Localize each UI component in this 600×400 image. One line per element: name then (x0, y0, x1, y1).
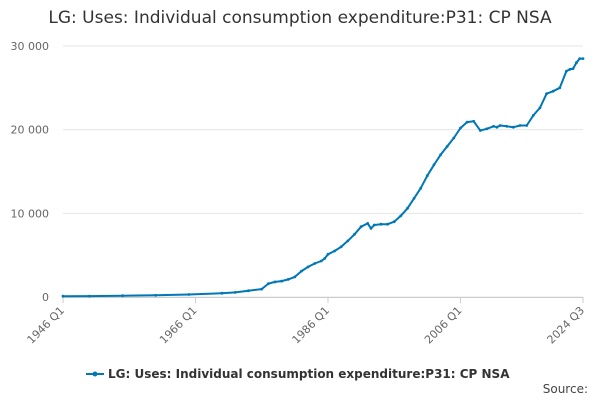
data-point[interactable] (386, 222, 389, 226)
y-axis: 0 10 000 20 000 30 000 (11, 40, 50, 304)
legend-marker-swatch (92, 371, 98, 377)
data-point[interactable] (505, 124, 509, 128)
data-point[interactable] (293, 275, 297, 279)
data-point[interactable] (445, 145, 449, 148)
data-point[interactable] (538, 106, 542, 110)
data-point[interactable] (439, 153, 442, 157)
x-tick-label: 2006 Q1 (422, 304, 465, 347)
data-point[interactable] (518, 124, 522, 127)
data-point[interactable] (323, 257, 327, 260)
data-point[interactable] (531, 114, 535, 117)
data-point[interactable] (568, 68, 572, 71)
legend-label: LG: Uses: Individual consumption expendi… (108, 367, 510, 381)
data-point[interactable] (379, 222, 383, 226)
chart-title: LG: Uses: Individual consumption expendi… (48, 8, 552, 28)
data-point[interactable] (326, 252, 330, 256)
source-label[interactable]: Source: (543, 382, 588, 396)
legend[interactable]: LG: Uses: Individual consumption expendi… (86, 367, 510, 381)
data-point[interactable] (492, 124, 495, 128)
data-point[interactable] (478, 129, 482, 132)
data-point[interactable] (369, 227, 373, 230)
x-tick-label: 1966 Q1 (157, 304, 200, 347)
data-point[interactable] (558, 86, 562, 90)
data-point[interactable] (353, 232, 356, 236)
data-point[interactable] (273, 280, 277, 284)
data-point[interactable] (300, 269, 303, 273)
data-point[interactable] (220, 291, 224, 295)
data-point[interactable] (565, 69, 568, 73)
data-point[interactable] (154, 293, 158, 297)
data-point[interactable] (359, 225, 363, 229)
data-point[interactable] (286, 278, 290, 281)
data-point[interactable] (581, 57, 585, 60)
data-point[interactable] (392, 220, 396, 224)
data-point[interactable] (313, 262, 317, 265)
data-point[interactable] (578, 57, 582, 60)
data-point[interactable] (452, 136, 456, 140)
data-point[interactable] (432, 163, 436, 167)
x-axis: 1946 Q1 1966 Q1 1986 Q1 2006 Q1 2024 Q3 (25, 297, 588, 347)
data-point[interactable] (498, 124, 502, 127)
series-line[interactable] (62, 57, 583, 298)
y-tick-label: 10 000 (11, 207, 50, 220)
data-point[interactable] (121, 294, 124, 298)
data-point[interactable] (571, 67, 575, 70)
data-point[interactable] (61, 294, 65, 298)
data-point[interactable] (372, 223, 376, 227)
data-point[interactable] (187, 293, 191, 296)
data-point[interactable] (406, 206, 409, 210)
data-point[interactable] (280, 279, 283, 283)
data-point[interactable] (319, 259, 323, 263)
data-point[interactable] (512, 125, 515, 129)
x-tick-label: 1986 Q1 (290, 304, 333, 347)
x-tick-label: 1946 Q1 (25, 304, 68, 347)
data-point[interactable] (346, 239, 350, 243)
data-point[interactable] (339, 245, 343, 249)
data-point[interactable] (525, 124, 529, 127)
data-point[interactable] (575, 61, 578, 65)
data-point[interactable] (306, 265, 310, 269)
y-tick-label: 20 000 (11, 124, 50, 137)
data-point[interactable] (88, 294, 91, 298)
data-point[interactable] (465, 120, 469, 124)
y-tick-label: 30 000 (11, 40, 50, 53)
data-point[interactable] (333, 249, 336, 253)
data-point[interactable] (551, 89, 555, 93)
y-tick-label: 0 (42, 291, 49, 304)
data-point[interactable] (495, 125, 499, 129)
data-point[interactable] (545, 92, 548, 96)
data-point[interactable] (412, 196, 416, 200)
data-point[interactable] (419, 186, 423, 190)
data-point[interactable] (459, 126, 462, 130)
data-point[interactable] (247, 289, 250, 293)
data-point[interactable] (267, 282, 270, 285)
data-point[interactable] (425, 174, 429, 178)
data-point[interactable] (399, 214, 403, 218)
data-point[interactable] (233, 291, 237, 294)
x-tick-label: 2024 Q3 (545, 304, 588, 347)
data-point[interactable] (472, 119, 476, 123)
data-point[interactable] (366, 222, 370, 225)
data-point[interactable] (485, 127, 489, 131)
data-point[interactable] (260, 287, 264, 291)
series-layer (61, 57, 585, 298)
